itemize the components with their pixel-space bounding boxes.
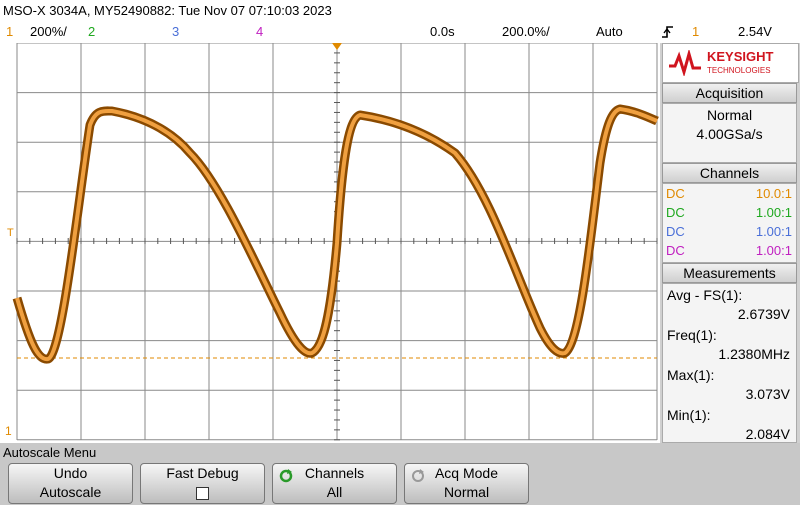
undo-button[interactable]: Undo Autoscale [8,463,133,504]
trigger-position-marker [332,43,342,50]
channel-probe: 1.00:1 [755,205,792,220]
channel-coupling: DC [666,224,685,239]
trigger-level-marker: T [7,227,14,239]
acquisition-rate: 4.00GSa/s [696,126,763,142]
button-value: All [326,484,343,500]
measurements-title: Measurements [662,263,797,283]
display-background [0,43,660,443]
menu-title: Autoscale Menu [3,445,97,460]
side-panel: KEYSIGHT TECHNOLOGIES Acquisition Normal… [660,43,800,443]
acquisition-box: Normal 4.00GSa/s [662,103,797,163]
measurement-label: Avg - FS(1): [667,287,743,303]
ch1-ground-marker: 1 [5,424,12,438]
brand-logo [669,50,701,76]
time-scale: 200.0%/ [502,24,550,39]
ch1-scale: 200%/ [30,24,67,39]
measurements-box: Avg - FS(1): 2.6739V Freq(1): 1.2380MHz Max(… [662,283,797,443]
ch1-label: 1 [6,24,14,39]
button-label: Acq Mode [434,465,499,481]
waveform-display: T 1 [0,43,660,443]
time-offset: 0.0s [430,24,455,39]
button-value: Autoscale [39,484,102,500]
ch2-label: 2 [88,24,96,39]
measurement-label: Min(1): [667,407,711,423]
channel-coupling: DC [666,186,685,201]
trigger-mode: Auto [596,24,623,39]
header-title: MSO-X 3034A, MY52490882: Tue Nov 07 07:1… [3,3,332,18]
acquisition-mode: Normal [706,107,753,123]
checkbox [196,487,209,500]
channel-probe: 1.00:1 [755,243,792,258]
button-label: Fast Debug [166,465,239,481]
button-value: Normal [443,484,490,500]
trigger-source: 1 [692,24,700,39]
rotate-icon [412,469,424,482]
channel-coupling: DC [666,205,685,220]
channels-button[interactable]: Channels All [272,463,397,504]
channel-probe: 10.0:1 [755,186,792,201]
brand-subtitle: TECHNOLOGIES [707,66,771,75]
channels-box: DC 10.0:1 DC 1.00:1 DC 1.00:1 DC 1.00:1 [662,183,797,263]
button-label: Undo [53,465,88,481]
trigger-edge-icon [662,26,673,38]
trigger-level: 2.54V [738,24,772,39]
measurement-value: 3.073V [745,386,790,402]
measurement-label: Freq(1): [667,327,717,343]
brand-box: KEYSIGHT TECHNOLOGIES [662,43,799,83]
header-bar: MSO-X 3034A, MY52490882: Tue Nov 07 07:1… [0,0,800,21]
measurement-value: 2.6739V [737,306,790,322]
acquisition-title: Acquisition [662,83,797,103]
channel-coupling: DC [666,243,685,258]
rotate-icon [279,469,293,483]
channels-title: Channels [662,163,797,183]
channel-bar: 1 200%/ 2 3 4 0.0s 200.0%/ Auto 1 2.54V [0,21,800,43]
waveform-trace [15,107,658,362]
ch3-label: 3 [172,24,180,39]
brand-name: KEYSIGHT [707,49,774,64]
acq-mode-button[interactable]: Acq Mode Normal [404,463,529,504]
channel-probe: 1.00:1 [755,224,792,239]
measurement-label: Max(1): [667,367,715,383]
measurement-value: 2.084V [745,426,790,442]
measurement-value: 1.2380MHz [718,346,790,362]
fast-debug-button[interactable]: Fast Debug [140,463,265,504]
ch4-label: 4 [256,24,264,39]
button-label: Channels [304,465,365,481]
